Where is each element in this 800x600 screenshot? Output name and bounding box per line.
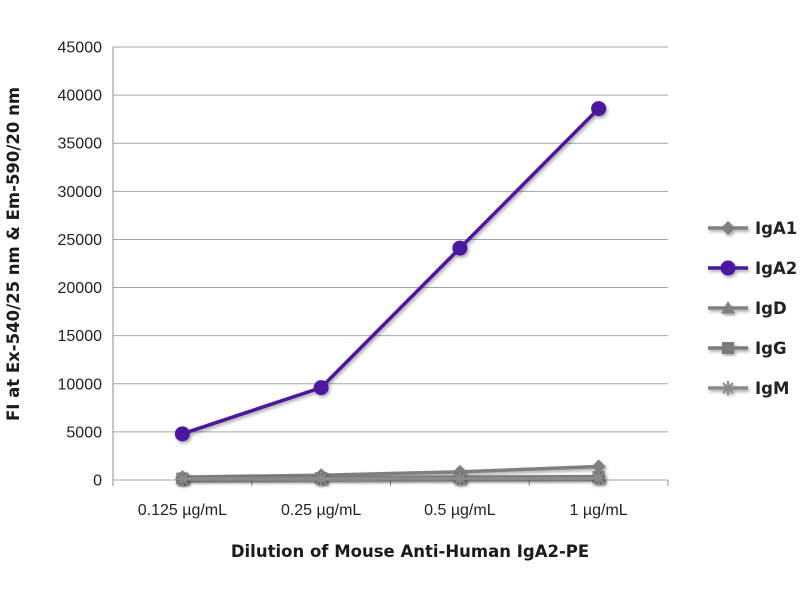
legend-item-igg: [708, 342, 748, 354]
series-iga2: [174, 101, 607, 442]
y-tick-label: 45000: [58, 40, 103, 57]
data-point-iga2: [313, 380, 329, 396]
x-tick-label: 0.25 µg/mL: [281, 502, 361, 519]
series-igm: [175, 471, 606, 487]
legend-marker-igg: [722, 342, 734, 354]
data-point-igm: [452, 471, 467, 486]
legend-marker-igd: [721, 301, 735, 314]
legend-item-igm: [708, 381, 748, 395]
data-point-igm: [175, 472, 190, 487]
series-line-igm: [180, 476, 601, 481]
legend-label: IgD: [755, 299, 787, 318]
axes: 0 5000 10000 15000 20000 25000 30000 35000 40000…: [58, 40, 669, 519]
data-point-iga1: [591, 459, 606, 474]
legend-marker-iga1: [721, 221, 735, 235]
x-tick-label: 0.5 µg/mL: [424, 502, 496, 519]
y-axis-title: FI at Ex-540/25 nm & Em-590/20 nm: [4, 87, 23, 421]
x-tick-label: 1 µg/mL: [570, 502, 628, 519]
legend-item-igd: [708, 301, 748, 314]
legend-item-iga2: [708, 260, 748, 276]
legend-item-iga1: [708, 221, 748, 235]
legend-label: IgG: [755, 339, 787, 358]
legend-label: IgM: [755, 379, 789, 398]
x-tick-label: 0.125 µg/mL: [138, 502, 227, 519]
y-tick-label: 30000: [58, 184, 103, 201]
legend: IgA1 IgA2 IgD IgG IgM: [708, 219, 797, 398]
grid: [113, 46, 668, 481]
data-point-igm: [591, 471, 606, 486]
y-tick-label: 25000: [58, 232, 103, 249]
legend-label: IgA2: [755, 259, 797, 278]
data-point-igm: [314, 471, 329, 486]
legend-label: IgA1: [755, 219, 797, 238]
legend-marker-igm: [721, 381, 735, 395]
y-tick-label: 5000: [66, 424, 102, 441]
data-point-iga2: [174, 426, 190, 442]
data-point-iga2: [452, 240, 468, 256]
legend-marker-iga2: [720, 260, 736, 276]
y-tick-label: 20000: [58, 280, 103, 297]
series-group: [174, 101, 607, 487]
series-line-iga2: [180, 106, 601, 436]
y-tick-label: 0: [93, 473, 102, 490]
data-point-iga2: [591, 101, 607, 117]
y-tick-label: 40000: [58, 88, 103, 105]
y-tick-label: 35000: [58, 136, 103, 153]
x-axis-title: Dilution of Mouse Anti-Human IgA2-PE: [231, 542, 589, 561]
y-tick-label: 15000: [58, 328, 103, 345]
y-tick-label: 10000: [58, 376, 103, 393]
